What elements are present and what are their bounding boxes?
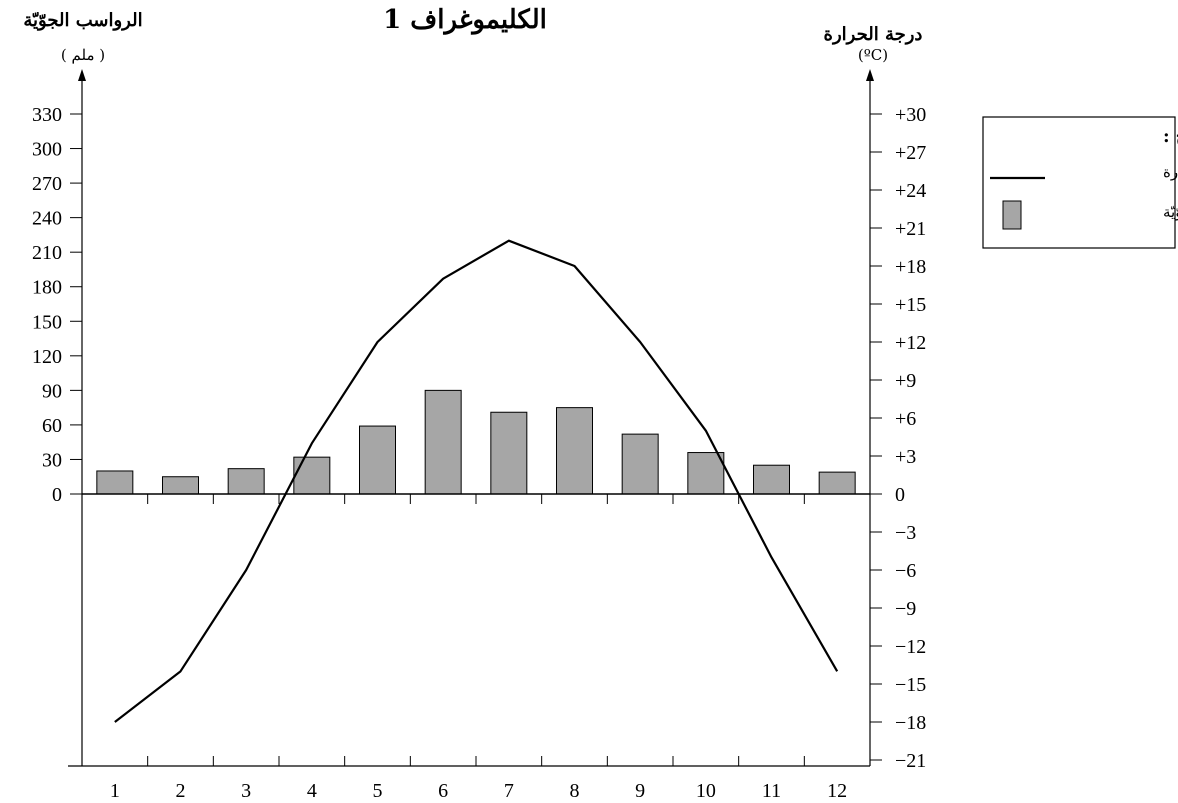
temp-tick-label: −18 bbox=[895, 712, 926, 734]
temperature-axis-title: درجة الحرارة bbox=[824, 24, 923, 45]
month-label: 2 bbox=[176, 780, 186, 802]
temp-tick-label: +30 bbox=[895, 104, 926, 126]
precip-tick-label: 240 bbox=[32, 208, 62, 230]
temp-tick-label: +21 bbox=[895, 218, 926, 240]
precip-bar bbox=[424, 389, 462, 495]
precip-tick-label: 270 bbox=[32, 173, 62, 195]
temp-tick-label: −3 bbox=[895, 522, 916, 544]
month-label: 6 bbox=[438, 780, 448, 802]
temp-tick-label: +27 bbox=[895, 142, 926, 164]
precip-tick-label: 30 bbox=[42, 449, 62, 471]
precip-tick-label: 330 bbox=[32, 104, 62, 126]
precipitation-axis-unit: ( ملم ) bbox=[61, 46, 105, 64]
precip-tick-label: 90 bbox=[42, 380, 62, 402]
temp-tick-label: +3 bbox=[895, 446, 916, 468]
right-axis-arrow bbox=[866, 69, 874, 81]
precip-tick-label: 60 bbox=[42, 415, 62, 437]
axes bbox=[68, 69, 882, 767]
precipitation-axis-title: الرواسب الجوّيّة bbox=[23, 10, 142, 31]
legend-bar-label: الرواسب الجوّيّة bbox=[1163, 203, 1178, 221]
month-label: 4 bbox=[307, 780, 317, 802]
precip-bar bbox=[818, 471, 856, 495]
chart-title: الكليموغراف 1 bbox=[383, 5, 547, 35]
legend-bar-swatch bbox=[1002, 200, 1022, 230]
legend-title: مفتاح : bbox=[1163, 126, 1178, 147]
precip-bar bbox=[96, 470, 134, 495]
temp-tick-label: −21 bbox=[895, 750, 926, 772]
temp-tick-label: +24 bbox=[895, 180, 926, 202]
month-label: 5 bbox=[373, 780, 383, 802]
precip-bar bbox=[359, 425, 396, 495]
precip-bar bbox=[753, 464, 790, 495]
precip-bar bbox=[556, 407, 593, 495]
temp-tick-label: +18 bbox=[895, 256, 926, 278]
temperature-line bbox=[114, 239, 839, 723]
left-axis-arrow bbox=[78, 69, 86, 81]
temp-tick-label: +12 bbox=[895, 332, 926, 354]
precip-tick-label: 210 bbox=[32, 242, 62, 264]
precip-tick-label: 120 bbox=[32, 346, 62, 368]
precip-bar bbox=[621, 433, 659, 495]
precip-tick-label: 0 bbox=[52, 484, 62, 506]
precipitation-bars bbox=[96, 389, 856, 495]
month-label: 8 bbox=[570, 780, 580, 802]
temp-tick-label: −6 bbox=[895, 560, 916, 582]
temperature-axis-unit: (ºC) bbox=[858, 46, 888, 64]
month-label: 3 bbox=[241, 780, 251, 802]
precip-bar bbox=[490, 411, 528, 495]
month-label: 1 bbox=[110, 780, 120, 802]
month-label: 9 bbox=[635, 780, 645, 802]
legend: مفتاح : درجة الحرارة الرواسب الجوّيّة bbox=[982, 116, 1178, 249]
precip-tick-label: 180 bbox=[32, 277, 62, 299]
temp-tick-label: +9 bbox=[895, 370, 916, 392]
month-tick-labels: 1 2 3 4 5 6 7 8 9 10 11 12 bbox=[110, 780, 847, 802]
month-label: 7 bbox=[504, 780, 514, 802]
temp-tick-label: +15 bbox=[895, 294, 926, 316]
month-label: 12 bbox=[827, 780, 847, 802]
precip-tick-label: 150 bbox=[32, 311, 62, 333]
month-label: 10 bbox=[696, 780, 716, 802]
temp-tick-label: 0 bbox=[895, 484, 905, 506]
temp-tick-label: −12 bbox=[895, 636, 926, 658]
precip-bar bbox=[162, 476, 199, 495]
temp-tick-label: −15 bbox=[895, 674, 926, 696]
precip-bar bbox=[687, 452, 725, 495]
month-label: 11 bbox=[762, 780, 781, 802]
precip-bar bbox=[293, 456, 331, 495]
temp-tick-label: +6 bbox=[895, 408, 916, 430]
legend-line-label: درجة الحرارة bbox=[1163, 163, 1178, 181]
precip-tick-label: 300 bbox=[32, 139, 62, 161]
temperature-tick-labels: +30+27+24+21+18+15+12+9+6+30−3−6−9−12−15… bbox=[895, 104, 926, 772]
temp-tick-label: −9 bbox=[895, 598, 916, 620]
precip-bar bbox=[227, 468, 265, 495]
